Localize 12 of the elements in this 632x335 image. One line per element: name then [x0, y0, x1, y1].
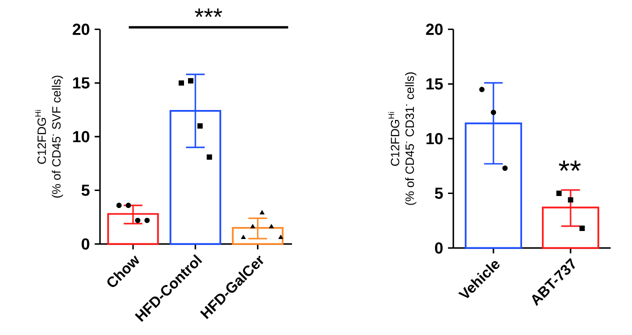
text: ***: [194, 8, 222, 18]
y-tick-label: 20: [426, 24, 443, 36]
y-tick-label: 10: [426, 133, 443, 144]
y-tick-label: 20: [72, 24, 90, 36]
y-tick-label: 0: [435, 242, 443, 254]
y-tick-label: 10: [73, 131, 90, 142]
y-tick-label: 5: [434, 188, 443, 200]
annotation: **: [558, 160, 581, 172]
y-tick-label: 0: [82, 238, 90, 250]
y-tick-label: 15: [426, 78, 443, 90]
y-tick-label: 15: [73, 78, 90, 89]
y-tick-label: 5: [82, 184, 90, 196]
